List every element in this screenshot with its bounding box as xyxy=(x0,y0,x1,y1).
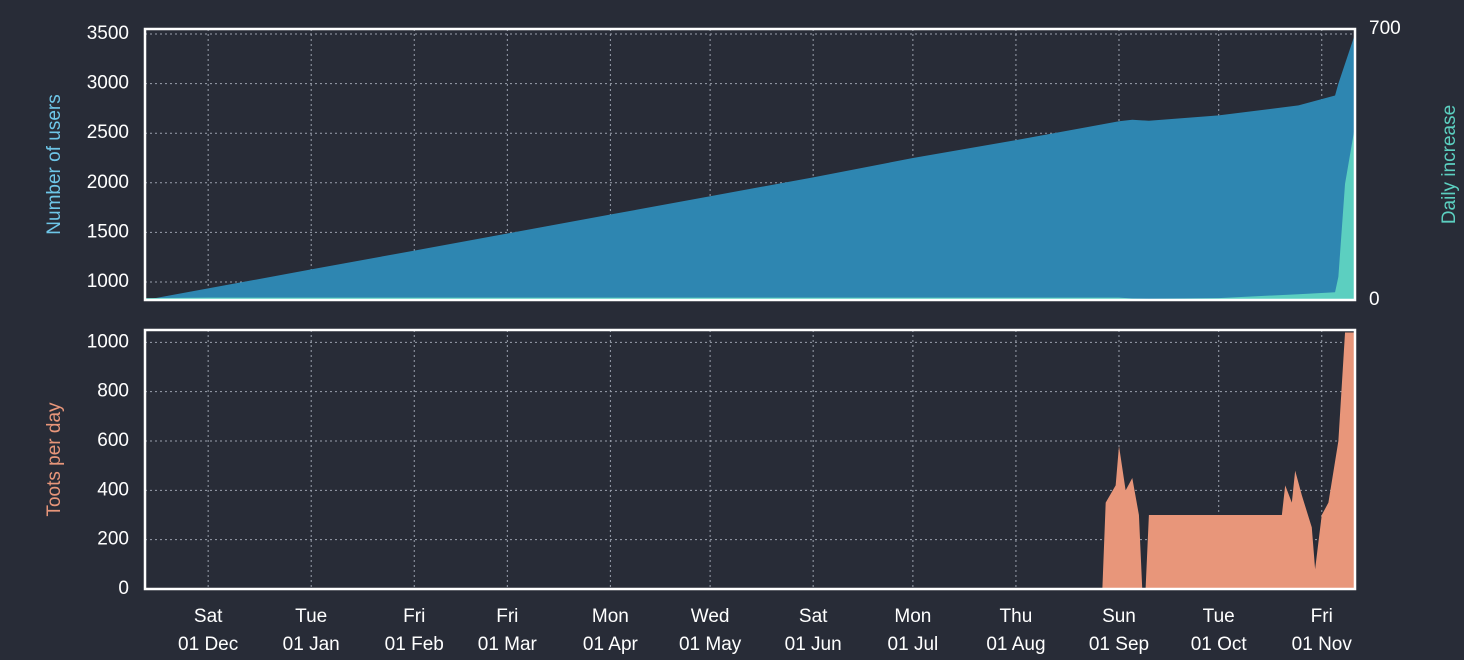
x-tick-label: Fri xyxy=(496,606,518,627)
y-tick-label: 2500 xyxy=(87,122,129,143)
x-tick-label: Sat xyxy=(194,606,223,627)
x-tick-label: 01 Jul xyxy=(888,634,939,655)
x-tick-label: 01 Jan xyxy=(283,634,340,655)
plot-frame xyxy=(143,27,1357,302)
x-tick-label: Tue xyxy=(1203,606,1235,627)
x-tick-label: 01 Mar xyxy=(478,634,538,655)
x-tick-label: Sun xyxy=(1102,606,1136,627)
x-tick-label: Wed xyxy=(691,606,730,627)
x-tick-label: 01 Dec xyxy=(178,634,238,655)
y-tick-label: 1000 xyxy=(87,331,129,352)
x-tick-label: 01 Sep xyxy=(1089,634,1149,655)
y-axis-label: Toots per day xyxy=(44,402,65,517)
y-tick-label: 2000 xyxy=(87,172,129,193)
y-tick-label: 800 xyxy=(97,381,129,402)
y-tick-label: 200 xyxy=(97,529,129,550)
y-tick-label: 3000 xyxy=(87,73,129,94)
area xyxy=(145,332,1355,589)
plot-frame xyxy=(143,328,1357,591)
y-tick-label: 3500 xyxy=(87,23,129,44)
x-tick-label: Fri xyxy=(403,606,425,627)
x-tick-label: 01 Nov xyxy=(1292,634,1353,655)
y-tick-label: 1000 xyxy=(87,271,129,292)
area xyxy=(145,33,1355,301)
y-tick-label: 1500 xyxy=(87,221,129,242)
y-tick-label: 600 xyxy=(97,430,129,451)
x-tick-label: Thu xyxy=(1000,606,1033,627)
x-tick-label: 01 Feb xyxy=(385,634,444,655)
y-tick-label: 0 xyxy=(118,578,129,599)
y-tick-label: 400 xyxy=(97,479,129,500)
x-tick-label: 01 Oct xyxy=(1191,634,1248,655)
x-tick-label: Mon xyxy=(894,606,931,627)
x-tick-label: 01 Jun xyxy=(785,634,842,655)
x-tick-label: Tue xyxy=(295,606,327,627)
y2-axis-label: Daily increase xyxy=(1439,105,1460,224)
x-tick-label: 01 Apr xyxy=(583,634,639,655)
x-tick-label: 01 Aug xyxy=(986,634,1045,655)
y-axis-label: Number of users xyxy=(44,94,65,234)
x-tick-label: Fri xyxy=(1311,606,1333,627)
x-tick-label: Mon xyxy=(592,606,629,627)
y2-tick-label: 700 xyxy=(1369,18,1401,39)
x-tick-label: Sat xyxy=(799,606,828,627)
y2-tick-label: 0 xyxy=(1369,289,1380,310)
x-tick-label: 01 May xyxy=(679,634,742,655)
